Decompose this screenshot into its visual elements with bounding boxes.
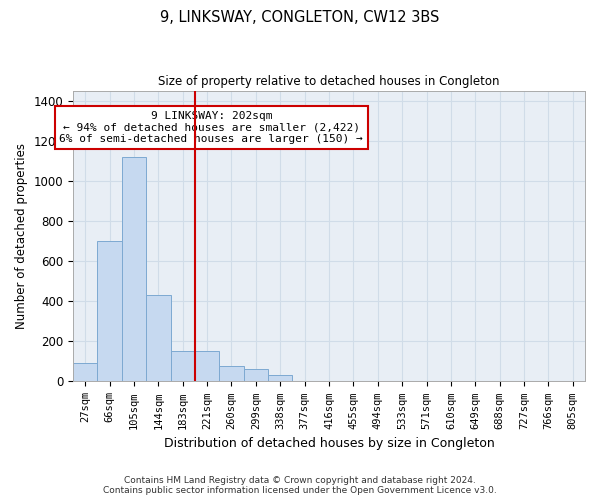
Y-axis label: Number of detached properties: Number of detached properties (15, 143, 28, 329)
Bar (244, 370, 268, 382)
X-axis label: Distribution of detached houses by size in Congleton: Distribution of detached houses by size … (164, 437, 494, 450)
Bar (97, 241, 122, 382)
Title: Size of property relative to detached houses in Congleton: Size of property relative to detached ho… (158, 75, 500, 88)
Bar (220, 366, 244, 382)
Bar (170, 352, 195, 382)
Text: 9 LINKSWAY: 202sqm
← 94% of detached houses are smaller (2,422)
6% of semi-detac: 9 LINKSWAY: 202sqm ← 94% of detached hou… (59, 111, 363, 144)
Bar (268, 376, 292, 382)
Text: Contains HM Land Registry data © Crown copyright and database right 2024.
Contai: Contains HM Land Registry data © Crown c… (103, 476, 497, 495)
Bar (73, 364, 97, 382)
Bar (195, 352, 220, 382)
Bar (146, 295, 170, 382)
Bar (122, 157, 146, 382)
Text: 9, LINKSWAY, CONGLETON, CW12 3BS: 9, LINKSWAY, CONGLETON, CW12 3BS (160, 10, 440, 25)
